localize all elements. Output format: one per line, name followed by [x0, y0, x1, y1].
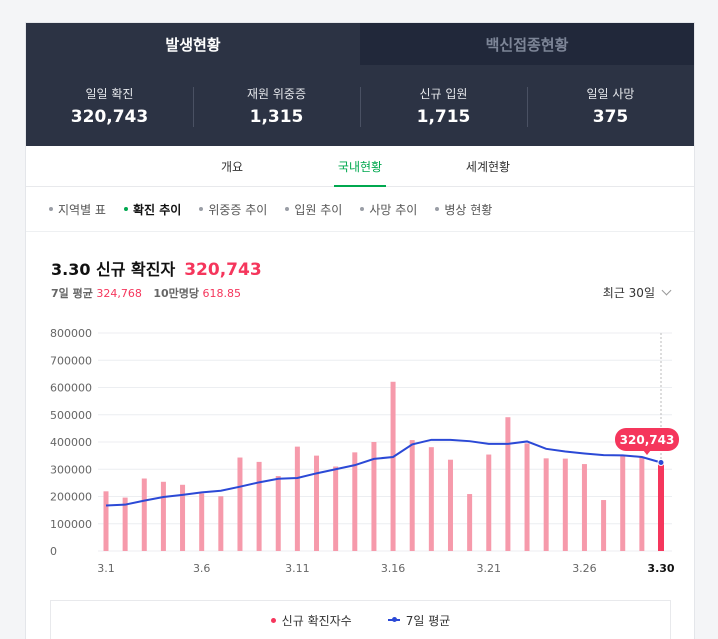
- tab-vaccination-status[interactable]: 백신접종현황: [360, 23, 694, 65]
- stat-label: 일일 사망: [586, 86, 635, 101]
- stat-value: 1,315: [249, 106, 304, 127]
- filter-admission-trend[interactable]: 입원 추이: [285, 201, 342, 218]
- stats-row: 일일 확진 320,743 재원 위중증 1,315 신규 입원 1,715 일…: [26, 65, 694, 146]
- stat-new-admissions: 신규 입원 1,715: [360, 85, 527, 127]
- filter-label: 확진 추이: [132, 202, 182, 217]
- stat-daily-deaths: 일일 사망 375: [527, 85, 694, 127]
- avg-label: 7일 평균: [51, 287, 93, 300]
- legend-line-icon: [387, 617, 400, 622]
- bullet-icon: [49, 207, 53, 211]
- period-label: 최근 30일: [602, 286, 655, 300]
- bullet-icon: [360, 207, 365, 211]
- stat-label: 일일 확진: [85, 86, 134, 101]
- filter-case-trend[interactable]: 확진 추이: [123, 201, 182, 218]
- stat-value: 1,715: [416, 106, 471, 127]
- headline-value: 320,743: [184, 260, 262, 280]
- legend-dot-icon: [270, 617, 276, 623]
- filter-label: 지역별 표: [58, 202, 106, 217]
- stat-value: 320,743: [70, 106, 149, 127]
- bullet-icon: [285, 207, 290, 211]
- stat-critical: 재원 위중증 1,315: [193, 85, 360, 127]
- bullet-icon: [123, 207, 128, 211]
- filter-label: 사망 추이: [369, 202, 418, 217]
- bullet-icon: [199, 207, 204, 211]
- subtab-domestic[interactable]: 국내현황: [296, 146, 424, 187]
- stat-value: 375: [592, 106, 629, 127]
- covid-status-card: 발생현황 백신접종현황 일일 확진 320,743 재원 위중증 1,315 신…: [25, 22, 695, 639]
- filter-region-table[interactable]: 지역별 표: [49, 201, 106, 218]
- subtab-overview[interactable]: 개요: [220, 159, 244, 174]
- filter-label: 병상 현황: [444, 202, 493, 217]
- subtab-world[interactable]: 세계현황: [465, 159, 511, 174]
- filter-label: 위중증 추이: [208, 202, 268, 217]
- legend-label: 7일 평균: [405, 613, 451, 628]
- stat-label: 재원 위중증: [246, 86, 306, 101]
- chart-subline: 7일 평균 324,768 10만명당 618.85: [51, 285, 249, 301]
- filter-label: 입원 추이: [294, 202, 343, 217]
- legend-item-cases[interactable]: 신규 확진자수: [270, 612, 352, 629]
- per-100k-value: 618.85: [202, 287, 242, 300]
- summary-header: 발생현황 백신접종현황 일일 확진 320,743 재원 위중증 1,315 신…: [26, 23, 694, 146]
- avg-value: 324,768: [96, 287, 142, 300]
- per-100k-label: 10만명당: [153, 287, 200, 300]
- stat-daily-cases: 일일 확진 320,743: [26, 85, 193, 127]
- period-dropdown[interactable]: 최근 30일: [602, 284, 672, 301]
- chevron-down-icon: [661, 285, 672, 296]
- legend-label: 신규 확진자수: [281, 613, 352, 628]
- stat-label: 신규 입원: [419, 86, 468, 101]
- filter-critical-trend[interactable]: 위중증 추이: [199, 201, 267, 218]
- legend-item-avg[interactable]: 7일 평균: [387, 612, 451, 629]
- chart-headline: 3.30 신규 확진자 320,743: [51, 256, 262, 280]
- filter-death-trend[interactable]: 사망 추이: [360, 201, 417, 218]
- tab-outbreak-status[interactable]: 발생현황: [26, 23, 360, 65]
- filter-bar: 지역별 표 확진 추이 위중증 추이 입원 추이 사망 추이 병상 현황: [26, 187, 694, 232]
- headline-title: 3.30 신규 확진자: [51, 260, 176, 279]
- bullet-icon: [435, 207, 440, 211]
- sub-tabs: 개요 국내현황 세계현황: [26, 146, 694, 187]
- filter-bed-status[interactable]: 병상 현황: [435, 201, 492, 218]
- top-tabs: 발생현황 백신접종현황: [26, 23, 694, 65]
- chart-legend: 신규 확진자수 7일 평균: [50, 600, 671, 639]
